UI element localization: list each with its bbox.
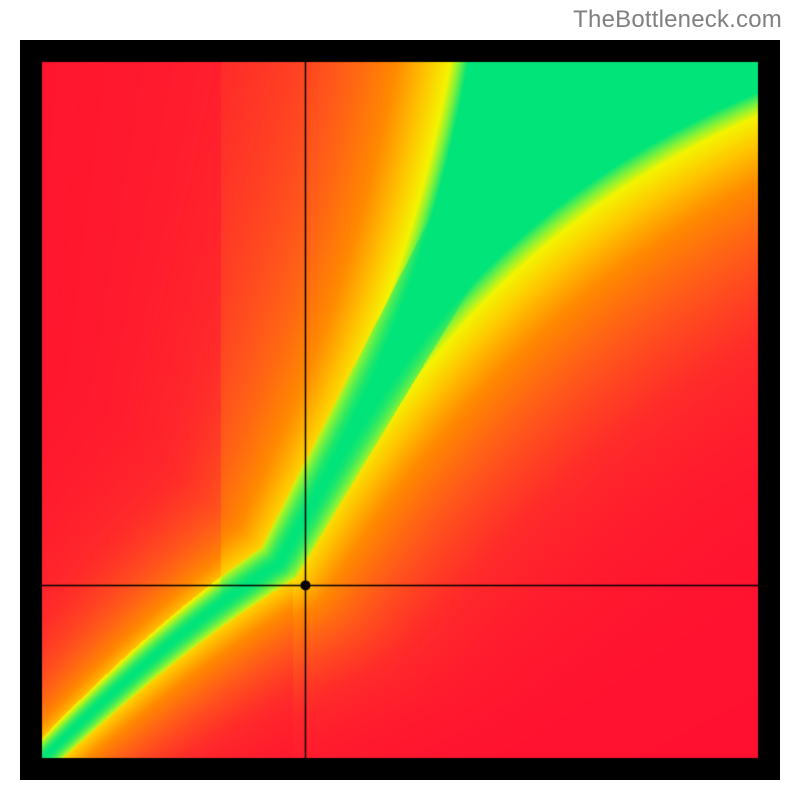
watermark-text: TheBottleneck.com: [573, 6, 782, 34]
bottleneck-heatmap: [20, 40, 780, 780]
